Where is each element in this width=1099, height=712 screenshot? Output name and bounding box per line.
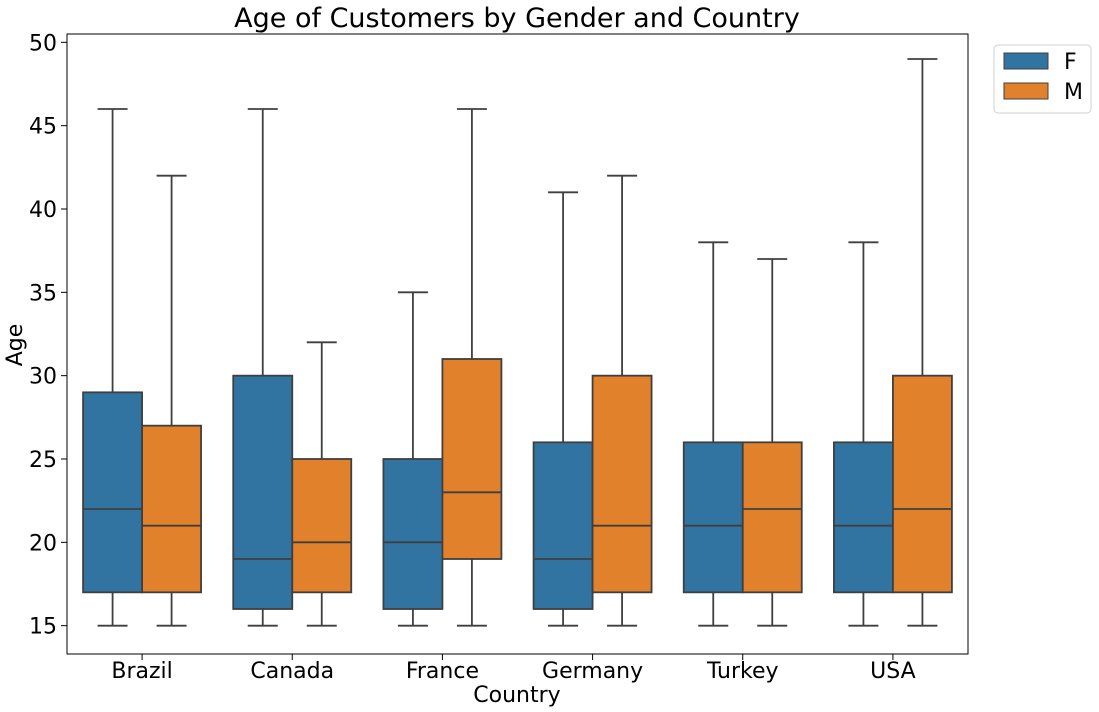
box-M-turkey	[741, 258, 803, 627]
iqr-box	[591, 374, 653, 594]
box-M-brazil	[141, 174, 202, 627]
iqr-box	[892, 374, 953, 594]
plot-area: 15 20 25 30 35 40 45 50 Brazil Canada France German…	[29, 31, 969, 684]
iqr-box	[441, 358, 503, 560]
legend-swatch-F	[1003, 52, 1049, 70]
box-F-turkey	[682, 241, 744, 627]
iqr-box	[232, 374, 294, 610]
iqr-box	[82, 391, 143, 594]
y-tick-label: 40	[29, 198, 57, 223]
box-F-germany	[532, 191, 594, 627]
x-axis-label: Country	[473, 683, 560, 708]
legend-swatch-M	[1003, 82, 1049, 100]
plot-frame	[66, 33, 969, 655]
legend-label-M: M	[1064, 80, 1083, 105]
iqr-box	[833, 441, 894, 594]
legend: FM	[993, 44, 1092, 114]
box-M-germany	[591, 174, 653, 627]
x-tick-label: USA	[870, 659, 916, 684]
chart-title: Age of Customers by Gender and Country	[234, 3, 800, 34]
legend-label-F: F	[1064, 50, 1077, 75]
y-tick-label: 45	[29, 115, 57, 140]
iqr-box	[532, 441, 594, 610]
iqr-box	[141, 424, 202, 594]
x-tick-label: Canada	[250, 659, 334, 684]
box-F-france	[382, 291, 444, 627]
y-tick-label: 25	[29, 448, 57, 473]
iqr-box	[382, 458, 444, 610]
x-tick-label: Germany	[542, 659, 643, 684]
box-F-canada	[232, 108, 294, 627]
box-F-brazil	[82, 108, 143, 627]
box-M-canada	[291, 341, 353, 627]
iqr-box	[291, 458, 353, 594]
iqr-box	[741, 441, 803, 594]
x-tick-label: Brazil	[111, 659, 172, 684]
y-tick-label: 20	[29, 531, 57, 556]
iqr-box	[682, 441, 744, 594]
box-F-usa	[833, 241, 894, 627]
y-tick-label: 35	[29, 281, 57, 306]
y-tick-label: 15	[29, 615, 57, 640]
y-tick-label: 30	[29, 365, 57, 390]
x-tick-label: Turkey	[706, 659, 779, 684]
box-M-usa	[892, 58, 953, 627]
y-axis-label: Age	[3, 324, 28, 367]
box-M-france	[441, 108, 503, 627]
y-tick-label: 50	[29, 31, 57, 56]
x-tick-label: France	[406, 659, 479, 684]
